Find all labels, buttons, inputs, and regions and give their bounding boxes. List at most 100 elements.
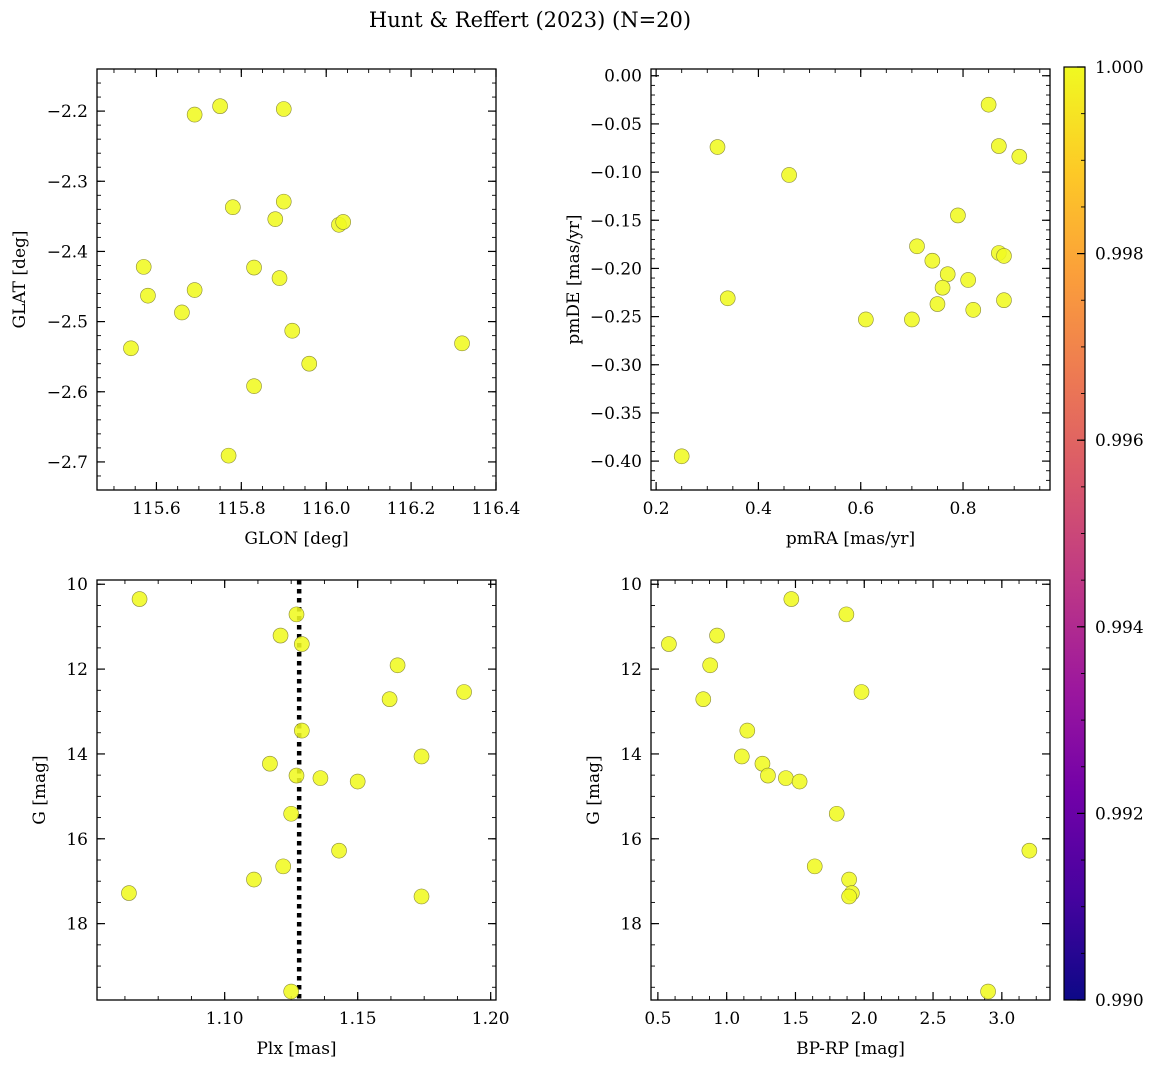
data-point	[275, 193, 292, 210]
data-point	[283, 805, 299, 822]
data-point	[275, 858, 292, 875]
x-tick-label: 2.5	[920, 1009, 947, 1029]
y-tick-label: −2.5	[47, 313, 88, 333]
data-point	[841, 888, 857, 905]
x-tick-label: 0.8	[950, 499, 977, 519]
x-axis-label: GLON [deg]	[244, 529, 348, 549]
data-point	[673, 448, 690, 465]
colorbar: 0.990 0.992 0.994 0.996 0.998 1.000	[1063, 58, 1144, 1011]
x-tick-label: 0.4	[745, 499, 772, 519]
data-point	[246, 259, 262, 276]
data-point	[828, 805, 845, 822]
data-point	[288, 606, 305, 623]
y-tick-label: −0.05	[590, 115, 642, 135]
y-tick-label: 18	[66, 915, 88, 935]
y-tick-label: 14	[620, 745, 642, 765]
data-point	[294, 722, 310, 739]
data-point	[996, 292, 1012, 309]
y-tick-label: −2.7	[47, 453, 88, 473]
data-point	[980, 983, 996, 1000]
data-point	[174, 304, 190, 321]
x-tick-label: 1.20	[472, 1009, 510, 1029]
panel-glon-glat: 115.6 115.8 116.0 116.2 116.4 −2.2 −2.3 −2.4 −2.…	[10, 68, 521, 549]
data-point	[220, 447, 237, 464]
data-point	[783, 591, 800, 607]
data-point	[349, 773, 366, 790]
x-tick-label: 1.0	[713, 1009, 740, 1029]
data-point	[709, 627, 725, 644]
x-tick-label: 116.0	[302, 499, 351, 519]
x-tick-label: 1.5	[782, 1009, 809, 1029]
data-point	[288, 767, 305, 784]
x-tick-label: 0.2	[643, 499, 670, 519]
axes-frame	[650, 68, 1051, 491]
colorbar-tick-label: 1.000	[1095, 58, 1144, 78]
y-tick-label: 12	[66, 660, 88, 680]
data-point	[934, 279, 951, 296]
data-point	[939, 266, 956, 283]
data-point	[294, 636, 310, 652]
data-point	[246, 378, 262, 394]
y-tick-label: −2.3	[47, 172, 88, 192]
data-point	[709, 139, 726, 155]
colorbar-tick-label: 0.998	[1095, 245, 1144, 265]
x-tick-label: 1.10	[206, 1009, 244, 1029]
data-point	[1021, 842, 1038, 859]
data-point	[980, 96, 997, 113]
axes-frame	[650, 579, 1051, 1001]
data-point	[454, 335, 470, 352]
data-point	[212, 98, 228, 114]
data-point	[778, 770, 794, 786]
data-point	[760, 767, 776, 784]
data-point	[909, 238, 925, 255]
data-point	[262, 755, 278, 772]
y-tick-label: −2.6	[47, 383, 88, 403]
data-point	[734, 748, 750, 765]
x-tick-label: 116.2	[387, 499, 436, 519]
data-point	[331, 842, 347, 859]
data-point	[965, 302, 982, 318]
data-point	[413, 748, 430, 765]
data-point	[1011, 148, 1028, 165]
x-tick-label: 2.0	[851, 1009, 878, 1029]
y-tick-label: −2.2	[47, 102, 88, 122]
data-point	[389, 657, 406, 674]
colorbar-tick-label: 0.996	[1095, 431, 1144, 451]
data-point	[904, 311, 920, 328]
data-point	[996, 248, 1012, 264]
data-point	[381, 691, 398, 708]
data-point	[838, 606, 855, 623]
data-point	[858, 311, 874, 328]
x-tick-label: 115.6	[132, 499, 181, 519]
data-point	[695, 691, 712, 708]
colorbar-tick-label: 0.992	[1095, 804, 1144, 824]
data-point	[853, 684, 870, 700]
y-axis-label: pmDE [mas/yr]	[564, 214, 584, 344]
y-axis-label: G [mag]	[30, 755, 50, 824]
y-tick-label: 16	[620, 830, 642, 850]
data-point	[791, 773, 808, 790]
data-point	[991, 138, 1007, 154]
y-tick-label: −0.10	[590, 163, 642, 183]
data-point	[960, 272, 976, 288]
data-point	[272, 627, 289, 644]
data-point	[781, 167, 797, 183]
data-point	[186, 282, 203, 298]
data-point	[275, 101, 292, 117]
data-point	[413, 888, 430, 905]
data-point	[702, 657, 718, 674]
y-tick-label: −0.35	[590, 404, 642, 424]
panel-bprp-g: 0.5 1.0 1.5 2.0 2.5 3.0 10 12 14 16 18 BP-RP [mag] G…	[584, 575, 1051, 1059]
data-point	[123, 340, 139, 357]
x-axis-label: Plx [mas]	[256, 1039, 336, 1059]
x-axis-label: pmRA [mas/yr]	[786, 529, 915, 549]
x-tick-label: 116.4	[472, 499, 521, 519]
y-axis-label: G [mag]	[584, 755, 604, 824]
data-point	[271, 270, 288, 286]
panel-plx-g: 1.10 1.15 1.20 10 12 14 16 18 Plx [mas] G [mag]	[30, 575, 510, 1059]
y-tick-label: 18	[620, 915, 642, 935]
data-point	[950, 207, 966, 224]
x-axis-label: BP-RP [mag]	[796, 1039, 905, 1059]
data-point	[456, 684, 472, 700]
